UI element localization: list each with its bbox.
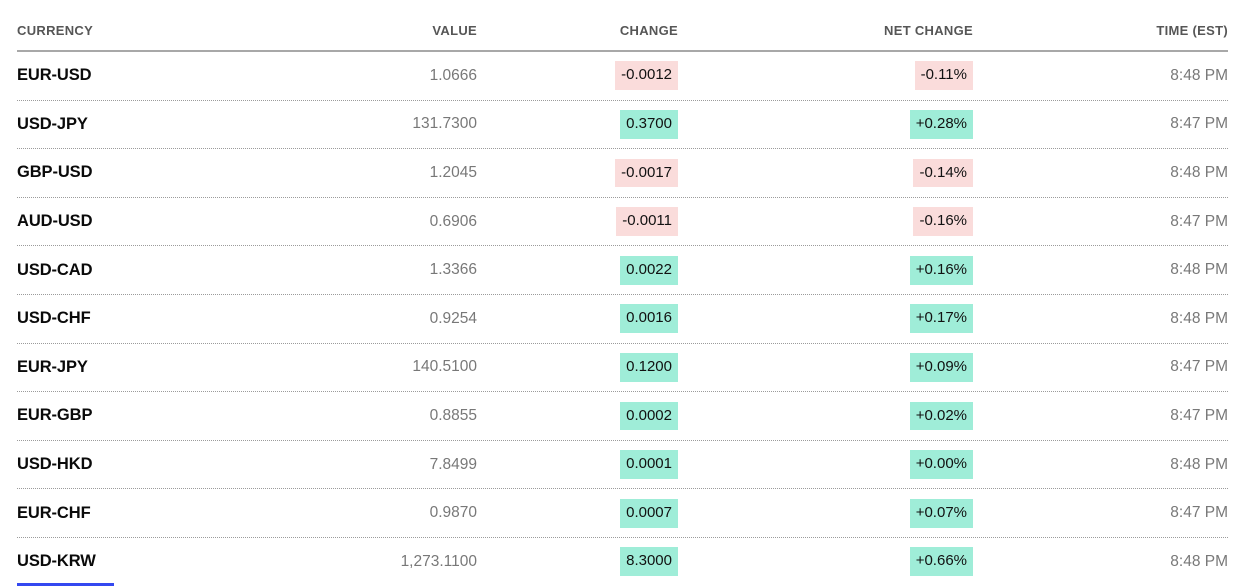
quote-time: 8:48 PM (1170, 455, 1228, 473)
currency-pair[interactable]: USD-HKD (17, 455, 93, 474)
quote-time: 8:47 PM (1170, 504, 1228, 522)
net-change-badge: +0.17% (909, 304, 973, 334)
change-badge: 0.0002 (620, 401, 678, 431)
quote-time: 8:48 PM (1170, 66, 1228, 84)
change-badge: 8.3000 (620, 547, 678, 577)
table-row: USD-CAD 1.3366 0.0022 +0.16% 8:48 PM (17, 246, 1228, 295)
net-change-badge: +0.28% (909, 110, 973, 139)
change-badge: 0.0016 (620, 304, 678, 334)
currency-pair[interactable]: EUR-USD (17, 66, 92, 85)
accent-underline (17, 583, 114, 586)
net-change-badge: +0.02% (909, 401, 973, 431)
net-change-badge: +0.00% (909, 450, 973, 479)
currency-pair[interactable]: AUD-USD (17, 212, 93, 231)
currency-pair[interactable]: EUR-JPY (17, 357, 88, 376)
net-change-badge: -0.14% (913, 158, 973, 188)
table-row: USD-KRW 1,273.1100 8.3000 +0.66% 8:48 PM (17, 538, 1228, 586)
currency-value: 1.2045 (429, 163, 477, 181)
currency-pair[interactable]: USD-JPY (17, 114, 88, 133)
quote-time: 8:48 PM (1170, 309, 1228, 327)
table-row: USD-HKD 7.8499 0.0001 +0.00% 8:48 PM (17, 441, 1228, 490)
currency-pair[interactable]: USD-CAD (17, 260, 93, 279)
net-change-badge: -0.11% (914, 61, 973, 91)
table-row: USD-JPY 131.7300 0.3700 +0.28% 8:47 PM (17, 101, 1228, 150)
change-badge: -0.0012 (615, 61, 678, 91)
currency-value: 140.5100 (412, 358, 477, 376)
currency-value: 1,273.1100 (400, 552, 477, 570)
table-header: CURRENCY VALUE CHANGE NET CHANGE TIME (E… (17, 0, 1228, 52)
currency-value: 131.7300 (412, 115, 477, 133)
table-row: EUR-CHF 0.9870 0.0007 +0.07% 8:47 PM (17, 489, 1228, 538)
column-header-currency: CURRENCY (17, 22, 94, 38)
table-row: GBP-USD 1.2045 -0.0017 -0.14% 8:48 PM (17, 149, 1228, 198)
quote-time: 8:47 PM (1170, 115, 1228, 133)
column-header-value: VALUE (432, 22, 477, 38)
change-badge: 0.0001 (620, 450, 678, 479)
quote-time: 8:47 PM (1170, 358, 1228, 376)
table-row: USD-CHF 0.9254 0.0016 +0.17% 8:48 PM (17, 295, 1228, 344)
currency-value: 1.3366 (429, 261, 477, 279)
currency-pair[interactable]: EUR-GBP (17, 406, 93, 425)
quote-time: 8:47 PM (1170, 406, 1228, 424)
currency-value: 0.6906 (429, 212, 477, 230)
net-change-badge: +0.09% (909, 352, 973, 382)
currency-value: 1.0666 (429, 66, 477, 84)
column-header-time: TIME (EST) (1156, 22, 1228, 38)
quote-time: 8:48 PM (1170, 261, 1228, 279)
currency-value: 0.9254 (429, 309, 477, 327)
quote-time: 8:48 PM (1170, 552, 1228, 570)
quote-time: 8:47 PM (1170, 212, 1228, 230)
column-header-change: CHANGE (619, 22, 678, 38)
change-badge: -0.0011 (616, 207, 678, 236)
quote-time: 8:48 PM (1170, 163, 1228, 181)
table-body: EUR-USD 1.0666 -0.0012 -0.11% 8:48 PM US… (17, 52, 1228, 586)
change-badge: 0.0007 (620, 498, 678, 528)
change-badge: 0.1200 (620, 352, 678, 382)
table-row: AUD-USD 0.6906 -0.0011 -0.16% 8:47 PM (17, 198, 1228, 247)
net-change-badge: +0.66% (909, 547, 973, 577)
net-change-badge: -0.16% (913, 207, 973, 236)
net-change-badge: +0.07% (909, 498, 973, 528)
currency-value: 7.8499 (429, 455, 477, 473)
net-change-badge: +0.16% (909, 255, 973, 285)
currency-value: 0.9870 (429, 504, 477, 522)
change-badge: 0.3700 (620, 110, 678, 139)
currency-pair[interactable]: GBP-USD (17, 163, 93, 182)
currency-pair[interactable]: USD-KRW (17, 552, 96, 571)
table-row: EUR-USD 1.0666 -0.0012 -0.11% 8:48 PM (17, 52, 1228, 101)
currency-value: 0.8855 (429, 406, 477, 424)
currency-pair[interactable]: EUR-CHF (17, 503, 91, 522)
table-row: EUR-JPY 140.5100 0.1200 +0.09% 8:47 PM (17, 344, 1228, 393)
change-badge: 0.0022 (620, 255, 678, 285)
change-badge: -0.0017 (615, 158, 678, 188)
column-header-net-change: NET CHANGE (884, 22, 973, 38)
currency-pair[interactable]: USD-CHF (17, 309, 91, 328)
table-row: EUR-GBP 0.8855 0.0002 +0.02% 8:47 PM (17, 392, 1228, 441)
